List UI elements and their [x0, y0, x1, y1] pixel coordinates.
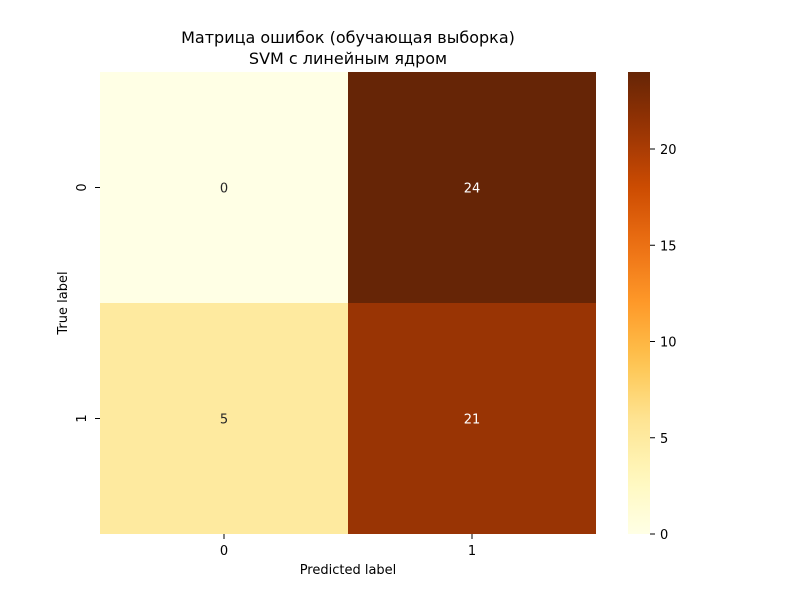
colorbar-tick-label: 20 — [660, 143, 677, 158]
heatmap-value-labels: 0 24 5 21 — [220, 182, 480, 428]
colorbar — [628, 72, 650, 534]
colorbar-tick-label: 0 — [660, 528, 668, 543]
cell-value-label: 21 — [464, 413, 481, 428]
y-tick-label: 0 — [75, 183, 90, 191]
cell-value-label: 24 — [464, 182, 481, 197]
colorbar-ticks: 0 5 10 15 20 — [650, 143, 677, 543]
y-axis-label: True label — [56, 271, 71, 335]
chart-title: Матрица ошибок (обучающая выборка) — [181, 28, 515, 47]
heatmap-cell — [100, 303, 348, 534]
x-axis-label: Predicted label — [300, 563, 397, 578]
colorbar-tick-label: 5 — [660, 432, 668, 447]
heatmap-cell — [100, 72, 348, 303]
chart-subtitle: SVM с линейным ядром — [249, 49, 447, 68]
x-tick-label: 0 — [220, 544, 228, 559]
heatmap-cell — [348, 303, 596, 534]
heatmap-cells — [100, 72, 596, 534]
y-tick-label: 1 — [75, 414, 90, 422]
cell-value-label: 0 — [220, 182, 228, 197]
colorbar-tick-label: 15 — [660, 239, 677, 254]
cell-value-label: 5 — [220, 413, 228, 428]
y-axis-ticks: 01 — [75, 183, 100, 423]
heatmap-cell — [348, 72, 596, 303]
x-tick-label: 1 — [468, 544, 476, 559]
colorbar-tick-label: 10 — [660, 336, 677, 351]
